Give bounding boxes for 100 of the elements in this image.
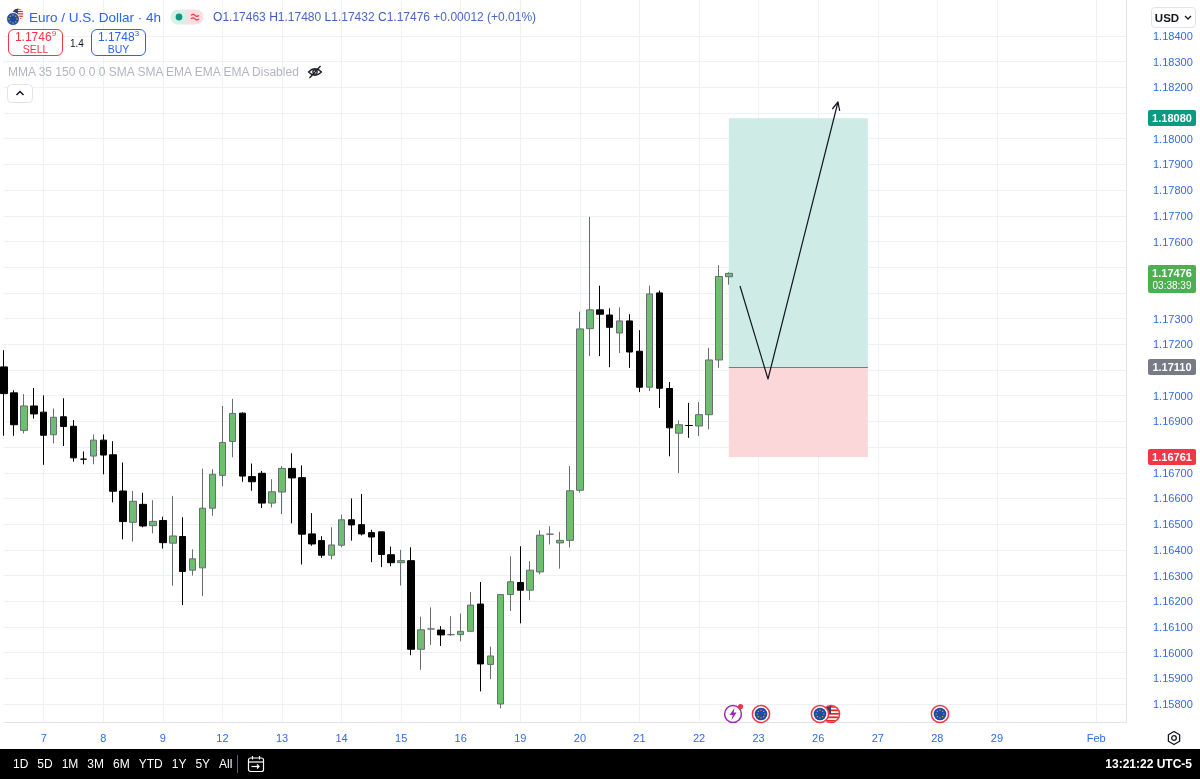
candlestick: [378, 531, 385, 568]
candlestick: [666, 381, 673, 457]
y-tick-label: 1.18200: [1153, 81, 1193, 94]
text: 1Y: [171, 757, 187, 771]
y-tick-label: 1.18400: [1153, 29, 1193, 42]
y-tick-label: 1.17900: [1153, 158, 1193, 171]
candlestick: [80, 450, 87, 465]
candlestick: [0, 349, 8, 437]
candlestick: [447, 615, 455, 637]
x-tick-label: 8: [100, 731, 107, 744]
candlestick: [20, 393, 28, 434]
y-tick-label: 1.17700: [1153, 209, 1193, 222]
candlestick: [219, 405, 226, 487]
candlestick: [407, 546, 415, 656]
text: 1.17476: [1151, 266, 1193, 281]
candlestick: [288, 452, 296, 524]
candlestick: [715, 264, 723, 369]
candlestick: [368, 529, 375, 563]
candlestick: [387, 546, 395, 567]
candlestick: [606, 307, 613, 368]
candlestick: [100, 433, 107, 475]
x-tick-label: 13: [275, 731, 289, 744]
text: 1.17110: [1148, 360, 1196, 375]
y-tick-label: 1.17300: [1153, 312, 1193, 325]
candlestick: [239, 411, 246, 483]
candlestick: [248, 463, 256, 492]
y-tick-label: 1.16600: [1153, 492, 1193, 505]
x-tick-label: 28: [931, 731, 944, 744]
candlestick: [278, 465, 286, 515]
candlestick: [417, 616, 425, 671]
candlestick: [437, 625, 445, 647]
candlestick: [348, 497, 355, 542]
candlestick: [258, 470, 266, 509]
x-tick-label: 26: [812, 731, 825, 744]
y-tick-label: 1.17200: [1153, 338, 1193, 351]
candlestick: [308, 512, 316, 547]
candlestick: [318, 535, 325, 559]
annotation: BUY: [106, 43, 131, 55]
candlestick: [199, 468, 206, 597]
annotation: 1.1746$^{9}$: [13, 29, 58, 44]
candlestick: [646, 285, 653, 392]
candlestick: [159, 516, 167, 550]
candlestick: [70, 419, 77, 463]
text: 1M: [61, 757, 79, 771]
candlestick: [209, 468, 216, 517]
candlestick: [358, 493, 365, 536]
candlestick: [149, 499, 157, 534]
x-tick-label: 7: [40, 731, 47, 744]
text: 5D: [37, 757, 53, 771]
annotation: MMA 35 150 0 0 0 SMA SMA EMA EMA EMA Disabled: [8, 65, 299, 79]
candlestick: [566, 465, 574, 549]
candlestick: [229, 398, 236, 458]
candlestick: [487, 646, 494, 680]
x-tick-label: 12: [216, 731, 229, 744]
x-tick-label: 20: [573, 731, 587, 744]
x-tick-label: 21: [633, 731, 646, 744]
y-tick-label: 1.15900: [1153, 672, 1193, 685]
sell-button: 1.1746$^{9}$ SELL: [8, 29, 63, 56]
candlestick: [189, 548, 196, 577]
y-tick-label: 1.15800: [1153, 698, 1193, 711]
candlestick: [586, 216, 594, 357]
annotation: 1.4: [70, 38, 84, 49]
candlestick: [507, 555, 514, 612]
candlestick: [477, 581, 484, 692]
x-tick-label: 16: [454, 731, 467, 744]
x-tick-label: 29: [990, 731, 1004, 744]
y-tick-label: 1.16900: [1153, 415, 1193, 428]
candlestick: [556, 531, 564, 570]
x-tick-label: 23: [752, 731, 765, 744]
candlestick: [675, 419, 683, 474]
candlestick: [397, 549, 405, 587]
candlestick: [90, 433, 97, 465]
candlestick: [60, 397, 67, 447]
x-tick-label: 9: [159, 731, 166, 744]
candlestick: [695, 401, 703, 437]
candlestick: [705, 347, 713, 430]
y-tick-label: 1.16100: [1153, 620, 1193, 633]
candlestick: [626, 313, 633, 369]
candlestick: [497, 594, 504, 709]
y-tick-label: 1.16500: [1153, 518, 1193, 531]
text: 03:38:39: [1151, 280, 1193, 293]
candlestick: [526, 560, 534, 601]
candlestick: [30, 387, 38, 420]
text: YTD: [138, 757, 163, 771]
text: All: [219, 757, 233, 771]
x-tick-label: Feb: [1086, 731, 1106, 744]
x-tick-label: 22: [692, 731, 706, 744]
y-tick-label: 1.17800: [1153, 184, 1193, 197]
candlestick: [10, 389, 18, 437]
annotation: SELL: [21, 43, 50, 55]
y-tick-label: 1.16000: [1153, 646, 1193, 659]
candlestick: [576, 311, 584, 494]
text: 13:21:22 UTC-5: [1105, 757, 1192, 771]
text: 6M: [113, 757, 130, 771]
candlestick: [616, 306, 623, 354]
annotation: 1.1748$^{3}$: [96, 29, 141, 44]
text: Euro / U.S. Dollar · 4h: [29, 9, 162, 25]
candlestick: [50, 408, 57, 444]
candlestick: [536, 529, 544, 575]
candlestick: [685, 402, 693, 439]
